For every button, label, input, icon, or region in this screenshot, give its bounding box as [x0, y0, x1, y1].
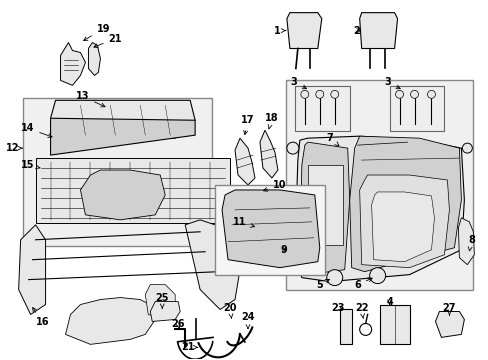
Circle shape	[369, 268, 385, 284]
Circle shape	[427, 90, 435, 98]
Text: 18: 18	[264, 113, 278, 129]
Text: 8: 8	[467, 235, 474, 251]
Polygon shape	[284, 228, 305, 272]
Circle shape	[315, 90, 323, 98]
Polygon shape	[65, 298, 155, 345]
Text: 23: 23	[330, 302, 344, 312]
Polygon shape	[299, 142, 349, 275]
Polygon shape	[150, 302, 180, 321]
Polygon shape	[185, 220, 240, 310]
Text: 22: 22	[354, 302, 367, 318]
Polygon shape	[50, 100, 195, 138]
Bar	[294, 86, 349, 131]
Text: 26: 26	[171, 319, 184, 329]
Polygon shape	[371, 192, 433, 262]
Polygon shape	[435, 311, 464, 337]
Text: 14: 14	[21, 123, 52, 138]
Text: 12: 12	[6, 143, 22, 153]
Polygon shape	[81, 170, 165, 220]
Polygon shape	[457, 218, 473, 265]
Text: 21: 21	[181, 342, 197, 352]
Bar	[307, 165, 342, 245]
Text: 9: 9	[280, 245, 286, 255]
Circle shape	[286, 142, 298, 154]
Text: 7: 7	[325, 133, 338, 146]
Circle shape	[330, 90, 338, 98]
Text: 1: 1	[273, 26, 285, 36]
Text: 27: 27	[442, 302, 455, 315]
Text: 15: 15	[21, 160, 40, 170]
Polygon shape	[235, 138, 254, 185]
Text: 3: 3	[290, 77, 306, 89]
Text: 20: 20	[223, 302, 236, 318]
Circle shape	[326, 270, 342, 285]
Text: 4: 4	[386, 297, 392, 306]
Text: 16: 16	[33, 307, 49, 328]
Polygon shape	[145, 285, 175, 319]
Bar	[36, 158, 229, 223]
Text: 2: 2	[353, 26, 360, 36]
Polygon shape	[286, 13, 321, 49]
Text: 17: 17	[241, 115, 254, 135]
Text: 21: 21	[94, 33, 122, 48]
Bar	[285, 80, 472, 289]
Bar	[389, 86, 444, 131]
Polygon shape	[88, 42, 100, 75]
Bar	[215, 185, 324, 275]
Polygon shape	[19, 225, 45, 315]
Text: 3: 3	[384, 77, 399, 89]
Circle shape	[410, 90, 418, 98]
Polygon shape	[260, 130, 277, 178]
Text: 10: 10	[263, 180, 286, 191]
Text: 13: 13	[76, 91, 105, 107]
Polygon shape	[222, 190, 319, 268]
Bar	[339, 310, 351, 345]
Text: 6: 6	[354, 278, 371, 289]
Text: 25: 25	[155, 293, 169, 308]
Circle shape	[395, 90, 403, 98]
Circle shape	[300, 90, 308, 98]
Text: 24: 24	[241, 312, 254, 329]
Text: 11: 11	[233, 217, 254, 227]
Text: 5: 5	[316, 279, 329, 289]
Polygon shape	[359, 13, 397, 49]
Bar	[379, 305, 408, 345]
Text: 19: 19	[83, 24, 110, 41]
Polygon shape	[61, 42, 85, 85]
Circle shape	[462, 143, 471, 153]
Polygon shape	[50, 118, 195, 155]
Bar	[22, 98, 212, 246]
Polygon shape	[349, 136, 461, 272]
Polygon shape	[294, 136, 464, 282]
Polygon shape	[359, 175, 448, 268]
